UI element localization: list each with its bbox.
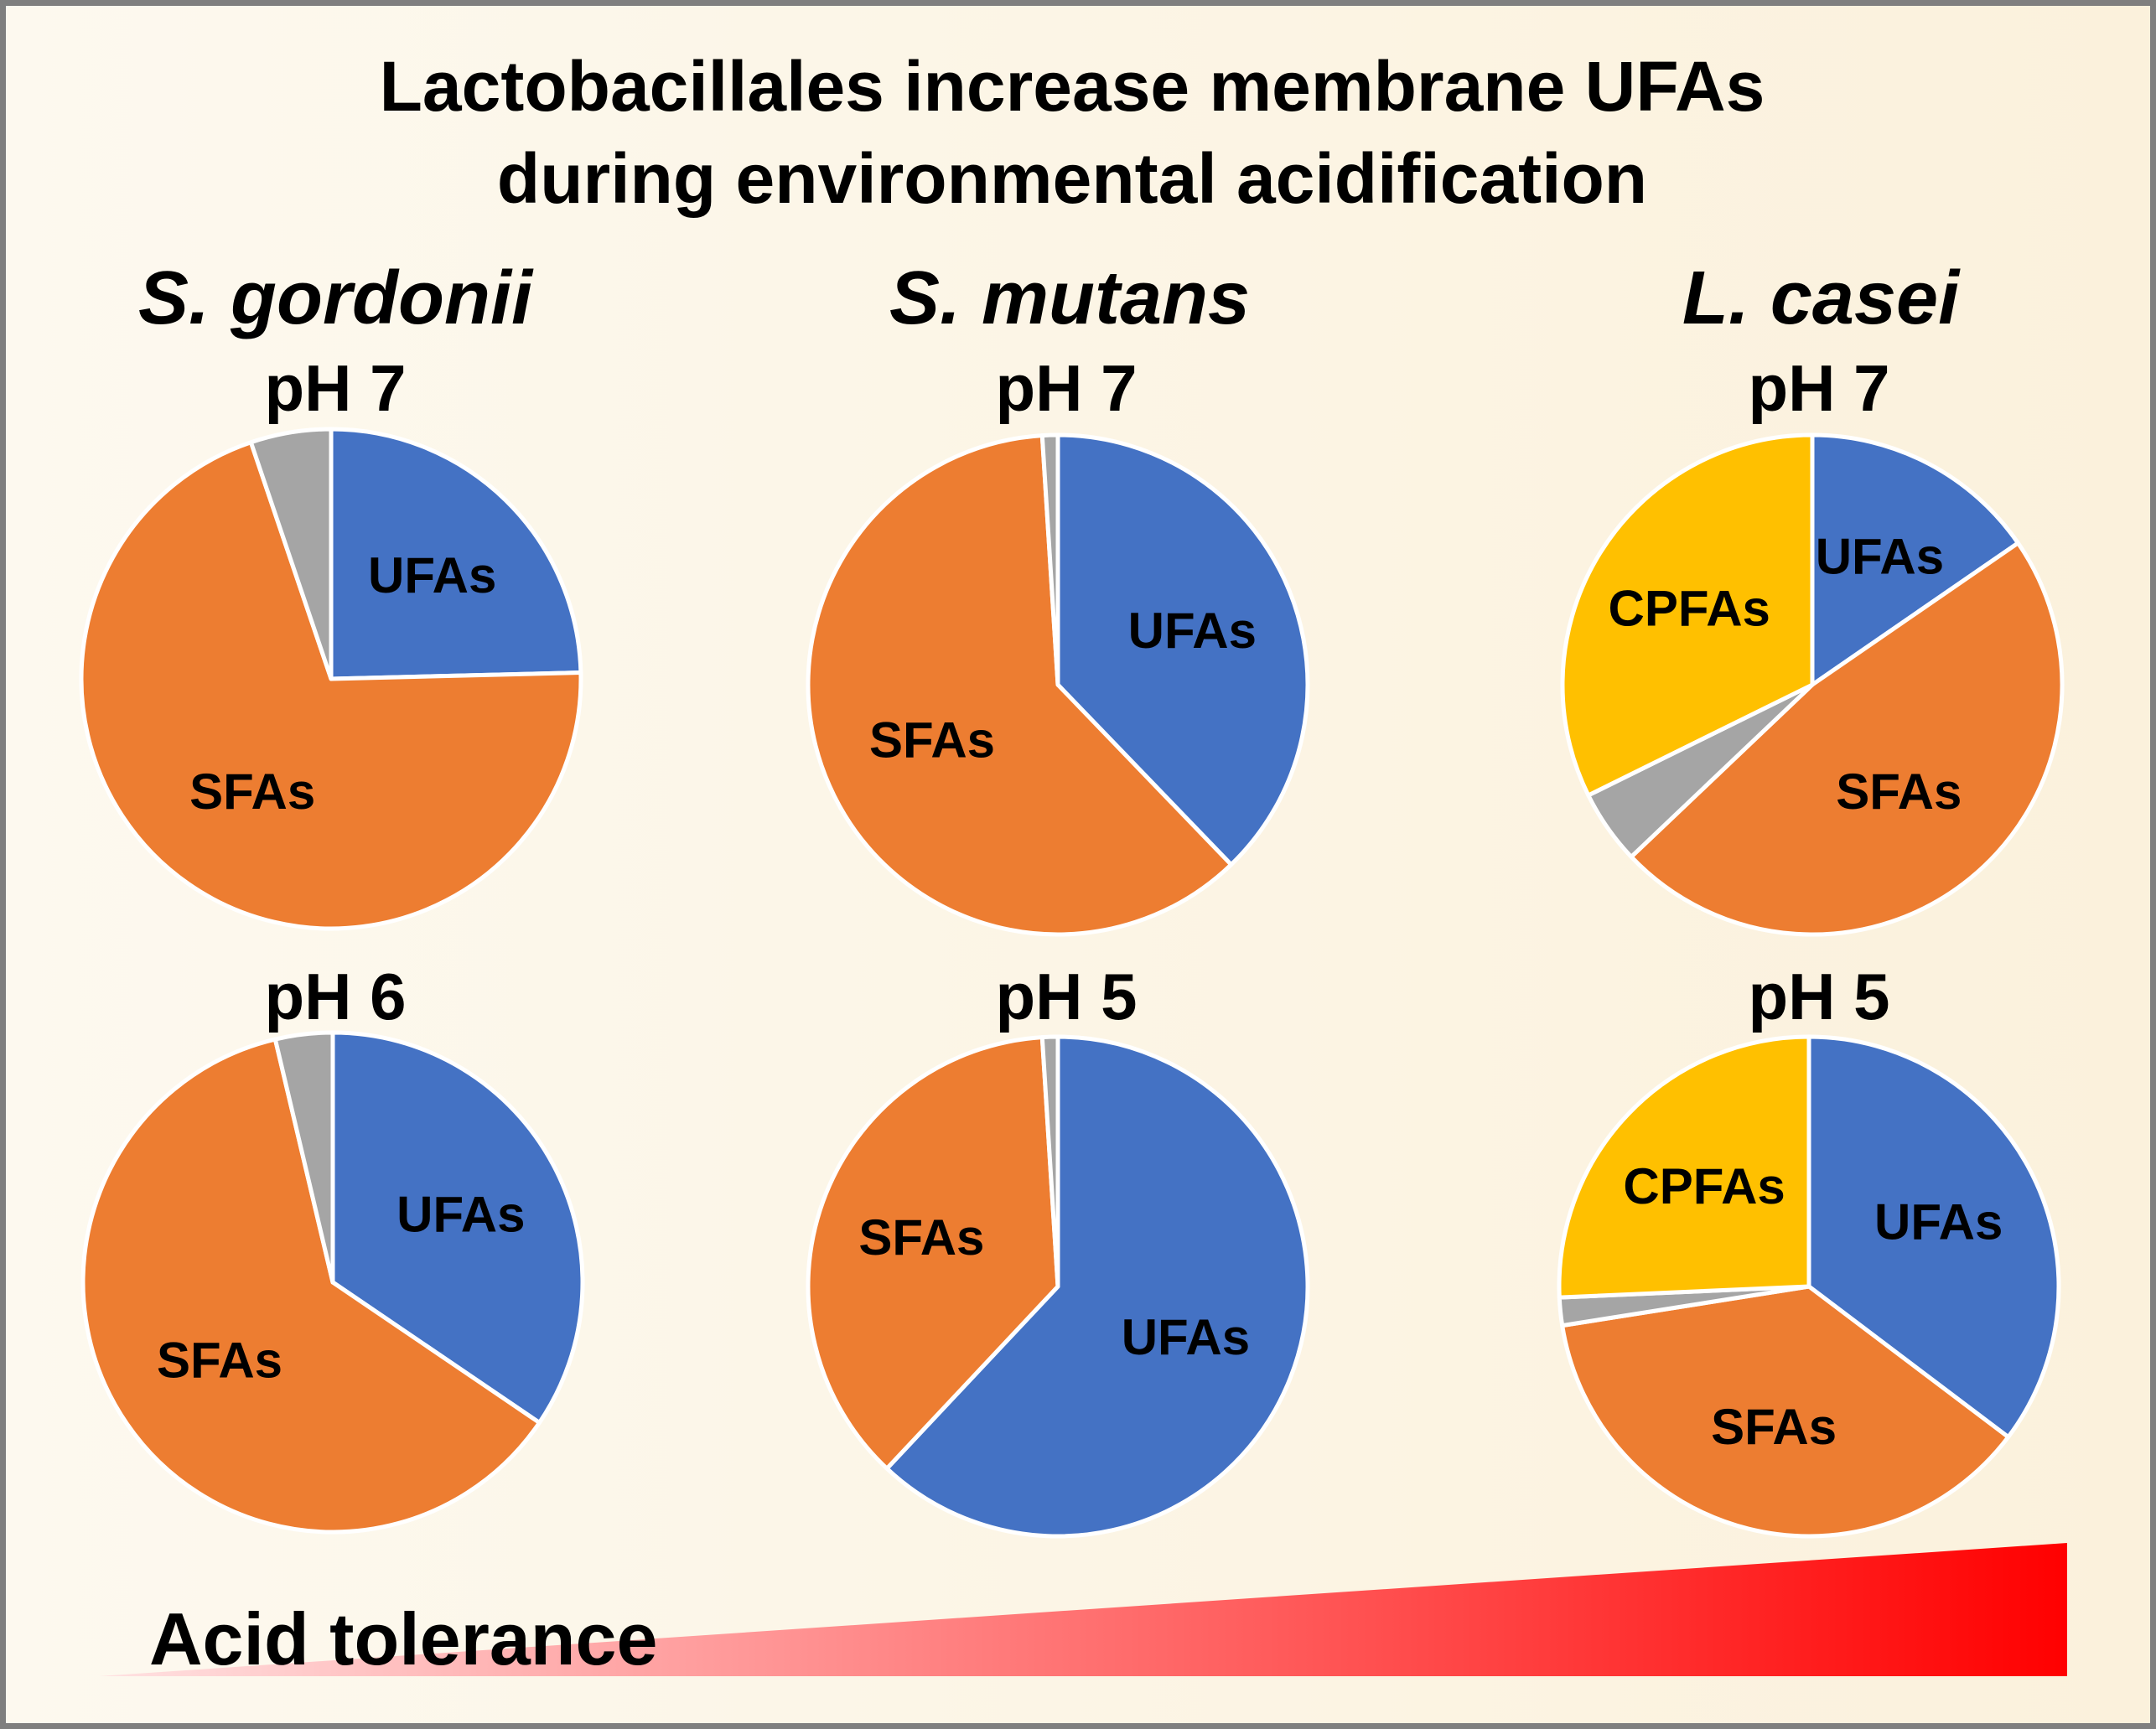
pie-slice-label-sfas: SFAs [1836, 764, 1962, 820]
pie-s-mutans-ph7: UFAs SFAs [806, 432, 1310, 937]
condition-label-s-gordonii-ph6: pH 6 [264, 960, 407, 1033]
pie-slice-ufas [329, 427, 583, 681]
pie-slice-other [1039, 1034, 1060, 1289]
condition-label-l-casei-ph5: pH 5 [1748, 960, 1890, 1033]
pie-s-gordonii-ph6: UFAs SFAs [80, 1030, 585, 1535]
pie-slice-other [1039, 432, 1060, 687]
condition-label-l-casei-ph7: pH 7 [1748, 351, 1890, 425]
pie-slice-ufas [1055, 432, 1310, 867]
condition-label-s-mutans-ph5: pH 5 [995, 960, 1138, 1033]
species-label-s-gordonii: S. gordonii [138, 256, 532, 340]
pie-slice-sfas [1560, 1284, 2011, 1539]
species-label-s-mutans: S. mutans [889, 256, 1251, 340]
pie-s-mutans-ph5: UFAs SFAs [806, 1034, 1310, 1539]
pie-slice-label-cpfas: CPFAs [1609, 580, 1770, 636]
pie-slice-label-ufas: UFAs [1816, 529, 1944, 585]
pie-slice-ufas [884, 1034, 1310, 1539]
species-label-l-casei: L. casei [1682, 256, 1960, 340]
pie-l-casei-ph7: UFAs SFAs CPFAs [1560, 432, 2065, 937]
pie-slice-label-sfas: SFAs [189, 764, 315, 820]
acid-tolerance-label: Acid tolerance [149, 1597, 658, 1680]
condition-label-s-mutans-ph7: pH 7 [995, 351, 1138, 425]
pie-slice-other [272, 1030, 335, 1285]
pie-slice-other [248, 427, 334, 681]
pie-slice-label-ufas: UFAs [1874, 1194, 2003, 1250]
pie-slice-label-cpfas: CPFAs [1623, 1158, 1785, 1214]
pie-slice-cpfas [1560, 432, 1815, 798]
pie-slice-ufas [330, 1030, 585, 1425]
title-line-2: during environmental acidification [496, 139, 1648, 218]
chart-title: Lactobacillales increase membrane UFAs d… [0, 40, 2144, 225]
pie-slice-label-ufas: UFAs [396, 1187, 525, 1243]
pie-slice-sfas [806, 433, 1234, 937]
pie-slice-label-sfas: SFAs [858, 1209, 984, 1266]
pie-slice-label-ufas: UFAs [1122, 1309, 1250, 1365]
pie-l-casei-ph5: UFAs SFAs CPFAs [1557, 1034, 2061, 1539]
pie-slice-cpfas [1557, 1034, 1811, 1300]
pie-slice-label-ufas: UFAs [1128, 603, 1257, 659]
pie-slice-ufas [1810, 432, 2020, 687]
pie-slice-sfas [80, 1037, 542, 1535]
pie-slice-sfas [79, 440, 583, 931]
pie-slice-label-sfas: SFAs [157, 1333, 282, 1389]
pie-slice-label-ufas: UFAs [368, 547, 496, 603]
pie-slice-ufas [1806, 1034, 2061, 1440]
title-line-1: Lactobacillales increase membrane UFAs [379, 47, 1765, 126]
acid-tolerance-wedge [99, 1543, 2067, 1676]
pie-slice-sfas [1629, 541, 2065, 937]
pie-slice-sfas [806, 1035, 1060, 1471]
pie-slice-label-sfas: SFAs [1711, 1399, 1837, 1455]
condition-label-s-gordonii-ph7: pH 7 [264, 351, 407, 425]
pie-slice-label-sfas: SFAs [869, 712, 995, 769]
pie-s-gordonii-ph7: UFAs SFAs [79, 427, 583, 931]
